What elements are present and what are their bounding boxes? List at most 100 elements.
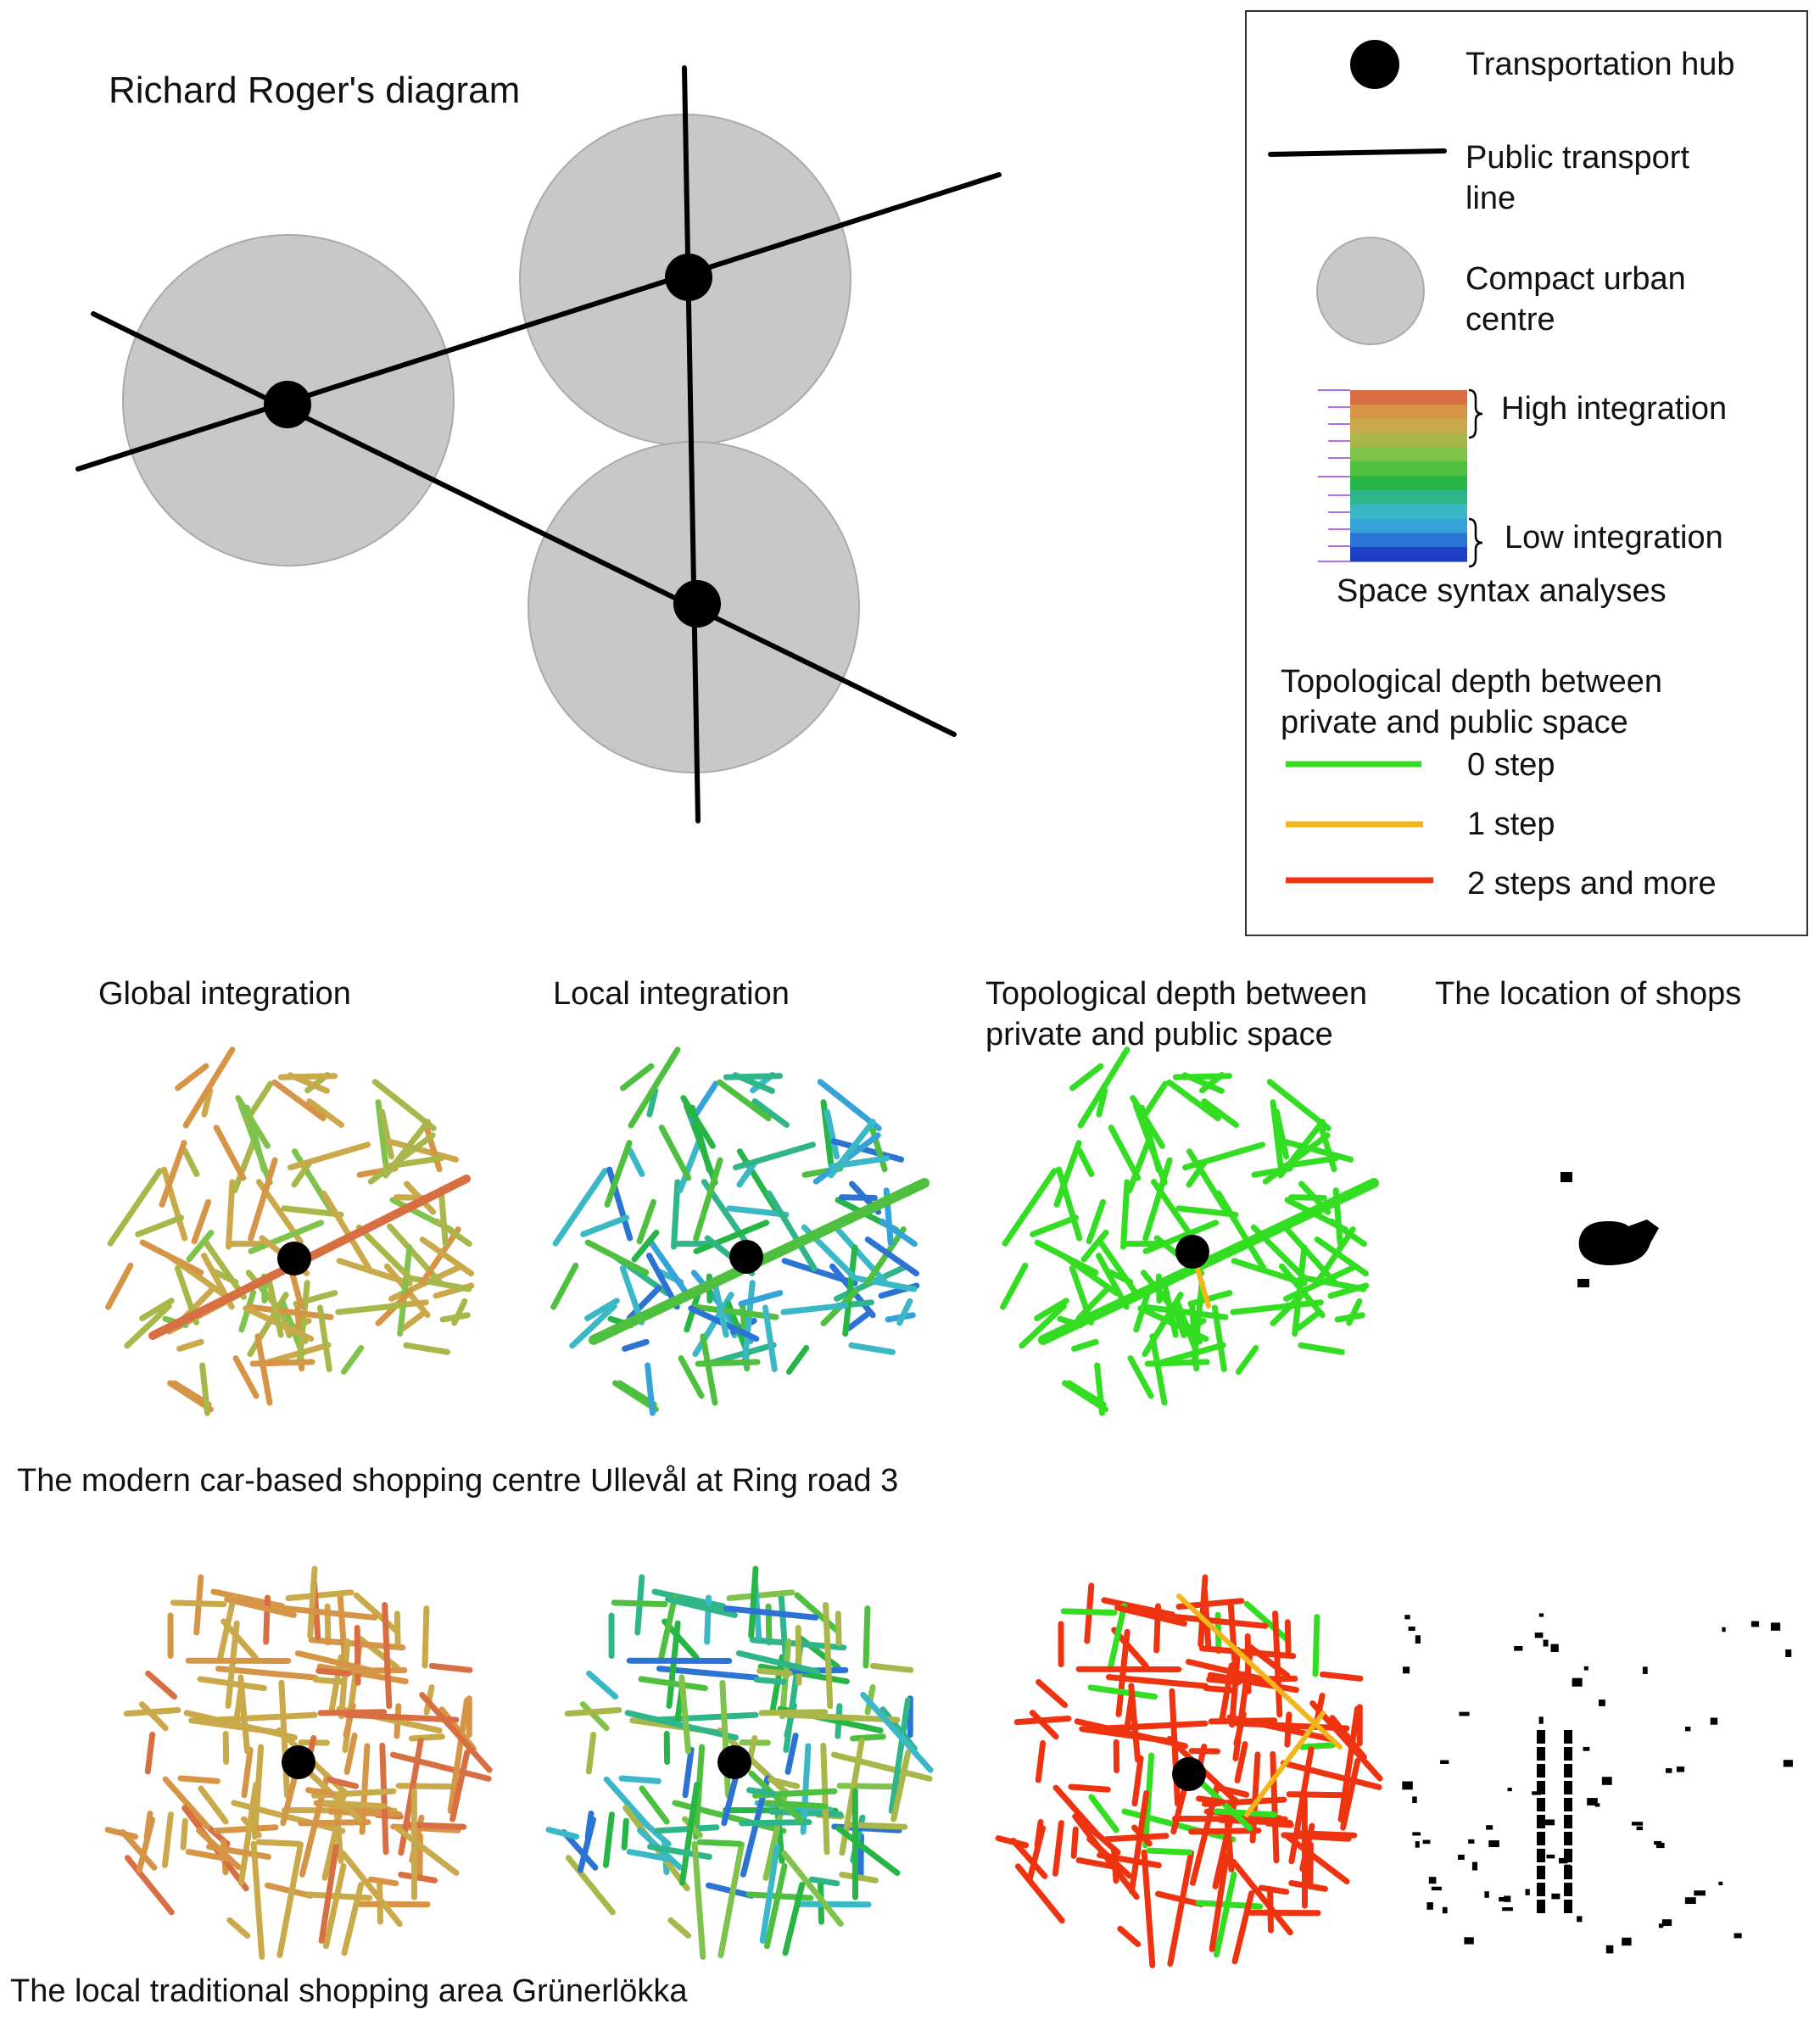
column-location-of-shops: The location of shops [1435, 976, 1742, 1012]
street-segment [738, 1290, 784, 1307]
street-segment [1209, 1852, 1230, 1952]
street-segment [719, 1679, 731, 1799]
street-segment [682, 1746, 695, 1799]
street-segment [449, 1749, 471, 1822]
street-segment [287, 1072, 330, 1094]
street-segment [322, 1800, 388, 1810]
column-depth-2: private and public space [985, 1017, 1333, 1052]
shop-block [1583, 1746, 1590, 1751]
legend-step0-label: 0 step [1467, 747, 1555, 783]
shop-block [1564, 1832, 1572, 1845]
map-hub [1175, 1235, 1209, 1269]
street-segment [1207, 1672, 1299, 1694]
street-segment [1249, 1751, 1261, 1844]
shop-block [1537, 1730, 1545, 1744]
street-segment [550, 1262, 579, 1310]
street-segment [285, 1589, 355, 1601]
street-segment [1077, 1046, 1131, 1129]
street-segment [1198, 1778, 1253, 1832]
street-segment [400, 1310, 426, 1331]
hub-top [665, 254, 712, 301]
street-segment [248, 1157, 278, 1242]
street-segment [820, 1742, 830, 1856]
street-segment [1087, 1684, 1158, 1700]
street-segment [180, 1817, 188, 1850]
shop-block [1551, 1893, 1560, 1900]
street-segment [177, 1775, 221, 1784]
scale-band [1350, 489, 1467, 505]
street-segment [691, 1840, 706, 1960]
legend-line-icon [1268, 148, 1447, 157]
street-segment [232, 1138, 257, 1194]
street-segment [282, 1605, 378, 1621]
street-segment [795, 1625, 802, 1686]
street-segment [213, 1125, 247, 1181]
street-segment [124, 1855, 175, 1916]
street-segment [422, 1605, 430, 1669]
street-segment [197, 1676, 267, 1692]
street-segment [1201, 1098, 1239, 1128]
street-segment [298, 1819, 371, 1827]
shop-block [1564, 1747, 1572, 1761]
street-segment [1034, 1239, 1099, 1275]
street-segment [451, 1298, 468, 1326]
street-segment [1002, 1168, 1058, 1247]
street-segment [136, 1817, 155, 1873]
street-segment [647, 1844, 712, 1860]
street-segment [170, 1599, 227, 1608]
shop-block [1402, 1781, 1413, 1790]
street-segment [389, 1751, 492, 1782]
street-segment [276, 1841, 304, 1958]
map-hub [1172, 1757, 1206, 1791]
shop-block [1484, 1891, 1489, 1898]
street-segment [732, 1072, 775, 1094]
street-segment [1053, 1140, 1082, 1208]
street-segment [1245, 1909, 1321, 1917]
street-segment [306, 1098, 344, 1128]
street-segment [753, 1677, 787, 1685]
scale-band [1350, 476, 1467, 491]
street-segment [626, 1849, 671, 1862]
street-segment [1138, 1104, 1162, 1174]
street-segment [271, 1079, 327, 1122]
street-segment [863, 1605, 871, 1669]
street-segment [1231, 1890, 1255, 1965]
street-segment [693, 1157, 723, 1242]
street-segment [627, 1147, 645, 1177]
shop-block [1718, 1881, 1723, 1886]
street-segment [781, 1850, 844, 1928]
street-segment [1288, 1880, 1328, 1892]
shop-block [1404, 1615, 1410, 1620]
street-segment [677, 1138, 702, 1194]
street-segment [823, 1602, 834, 1710]
street-segment [995, 1835, 1030, 1849]
street-segment [784, 1711, 901, 1723]
street-segment [1203, 1685, 1237, 1694]
street-segment [1075, 1857, 1120, 1871]
street-segment [428, 1662, 473, 1673]
street-segment [1272, 1610, 1283, 1718]
street-segment [217, 1594, 237, 1661]
shop-block [1750, 1621, 1760, 1627]
street-segment [769, 1654, 785, 1716]
street-segment [1076, 1147, 1095, 1177]
street-segment [1208, 1717, 1278, 1725]
street-segment [569, 1303, 617, 1349]
street-segment [181, 1147, 200, 1177]
street-segment [1337, 1705, 1360, 1822]
street-segment [378, 1108, 394, 1160]
map-grunerlokka-local [545, 1566, 934, 1960]
shop-block [1733, 1933, 1742, 1939]
scale-band [1350, 504, 1467, 520]
street-segment [780, 1302, 849, 1315]
street-segment [785, 1345, 810, 1375]
shop-block [1676, 1766, 1685, 1772]
street-segment [665, 1596, 738, 1618]
shop-block [1471, 1861, 1478, 1871]
street-segment [1292, 1244, 1308, 1337]
transport-line-2 [91, 311, 957, 737]
street-segment [237, 1782, 260, 1886]
main-road-segment [1176, 1593, 1343, 1750]
shop-block [1632, 1822, 1644, 1826]
street-segment [768, 1777, 801, 1789]
